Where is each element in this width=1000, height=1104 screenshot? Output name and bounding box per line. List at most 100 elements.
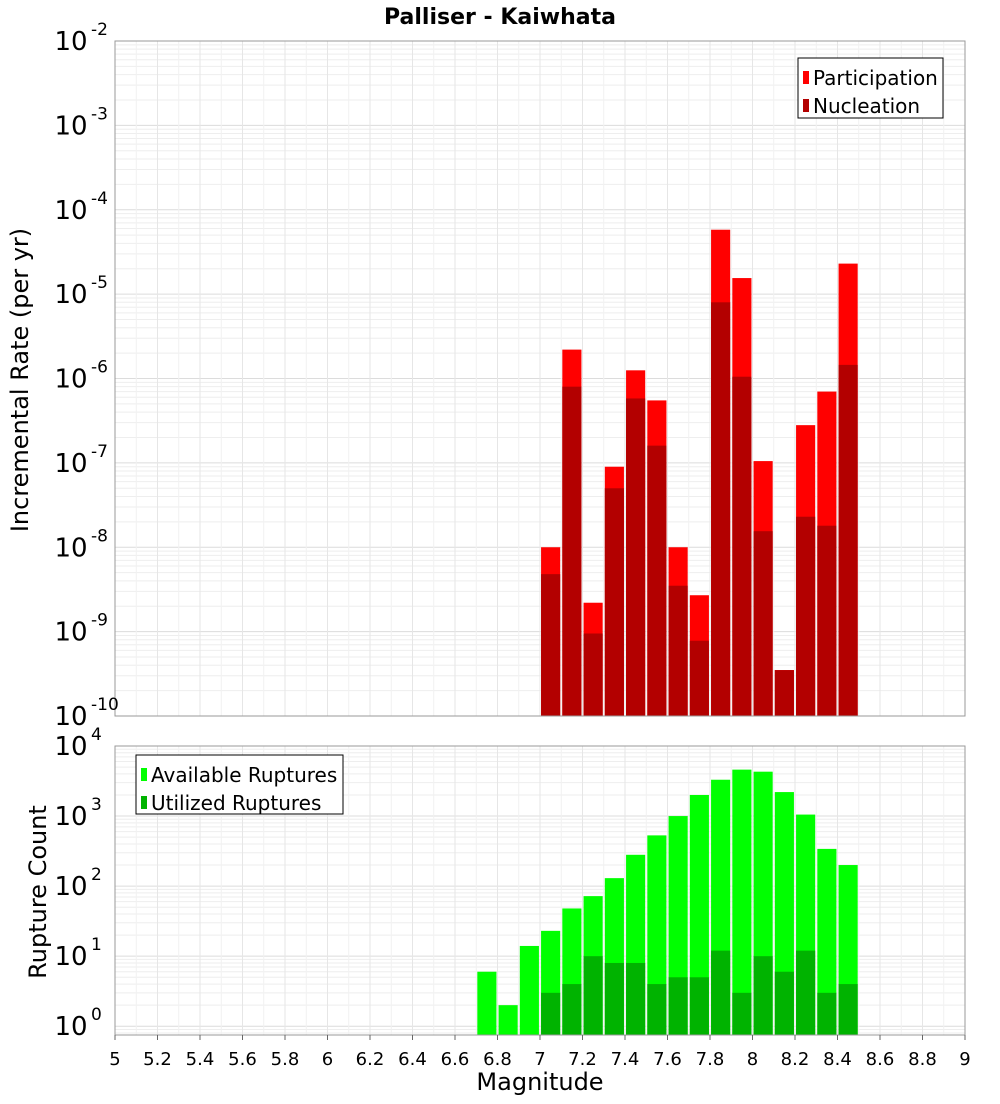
y-tick-exponent: -7: [91, 442, 108, 462]
x-tick-label: 5.4: [186, 1049, 215, 1070]
bar: [774, 670, 794, 716]
x-tick-label: 6.4: [398, 1049, 427, 1070]
x-tick-label: 6.8: [483, 1049, 512, 1070]
y-tick-label: 10: [54, 111, 87, 141]
x-tick-label: 8.4: [823, 1049, 852, 1070]
bar: [604, 962, 624, 1035]
x-tick-label: 8.2: [781, 1049, 810, 1070]
bar: [626, 962, 646, 1035]
x-tick-label: 7.6: [653, 1049, 682, 1070]
y-tick-label: 10: [54, 196, 87, 226]
y-tick-label: 10: [54, 27, 87, 57]
x-tick-label: 7.4: [611, 1049, 640, 1070]
legend-label: Nucleation: [813, 94, 920, 118]
x-tick-label: 6.6: [441, 1049, 470, 1070]
bar: [838, 984, 858, 1035]
plot-frame: [114, 40, 966, 717]
y-tick-label: 10: [54, 618, 87, 648]
series-nucleation: [541, 302, 858, 716]
legend-swatch: [141, 768, 147, 781]
y-tick-label: 10: [54, 449, 87, 479]
bar: [541, 574, 561, 716]
y-tick-label: 10: [54, 702, 87, 732]
chart-title: Palliser - Kaiwhata: [384, 5, 616, 30]
bottom-panel-rupture-count: 10 010 110 210 310 45 5.2 5.4 5.6 5.8 6 6.2 6.4 6.6 6.…: [54, 725, 970, 1070]
y-tick-exponent: 4: [91, 725, 102, 745]
legend-box: [797, 57, 944, 119]
x-tick-label: 9: [959, 1049, 970, 1070]
x-tick-label: 5: [109, 1049, 120, 1070]
bottom-y-axis-label: Rupture Count: [24, 805, 52, 979]
y-tick-exponent: -3: [91, 104, 108, 124]
x-tick-label: 5.8: [271, 1049, 300, 1070]
bar: [817, 992, 837, 1035]
y-tick-exponent: -9: [91, 611, 108, 631]
bar: [498, 1005, 518, 1035]
y-tick-exponent: -4: [91, 189, 108, 209]
bar: [838, 364, 858, 716]
bar: [732, 376, 752, 716]
grid: [114, 41, 966, 717]
bar: [689, 977, 709, 1035]
y-tick-exponent: -2: [91, 20, 108, 40]
x-tick-label: 6.2: [356, 1049, 385, 1070]
y-tick-label: 10: [54, 802, 87, 832]
y-tick-label: 10: [54, 280, 87, 310]
y-tick-exponent: 3: [91, 795, 102, 815]
bar: [817, 525, 837, 716]
bar: [477, 971, 497, 1035]
bar: [541, 992, 561, 1035]
bar: [583, 956, 603, 1035]
bar: [604, 488, 624, 716]
x-axis-label: Magnitude: [476, 1068, 603, 1096]
y-tick-label: 10: [54, 732, 87, 762]
bar: [732, 769, 752, 1035]
x-tick-label: 8.8: [908, 1049, 937, 1070]
bar: [711, 950, 731, 1035]
bar: [796, 516, 816, 716]
bar: [562, 386, 582, 716]
y-tick-label: 10: [54, 533, 87, 563]
y-tick-exponent: 2: [91, 865, 102, 885]
y-tick-label: 10: [54, 365, 87, 395]
bar: [626, 398, 646, 716]
bar: [519, 945, 539, 1035]
bar: [774, 971, 794, 1035]
y-tick-exponent: -8: [91, 526, 108, 546]
bar: [689, 640, 709, 716]
y-tick-label: 10: [54, 872, 87, 902]
x-tick-label: 7.2: [568, 1049, 597, 1070]
legend: Participation Nucleation: [797, 57, 944, 119]
bar: [689, 794, 709, 1035]
bar: [796, 950, 816, 1035]
x-tick-label: 8: [747, 1049, 758, 1070]
y-tick-exponent: 1: [91, 935, 102, 955]
bar: [753, 531, 773, 716]
bar: [668, 585, 688, 716]
legend-swatch: [141, 796, 147, 809]
top-y-axis-label: Incremental Rate (per yr): [6, 228, 34, 532]
legend-swatch: [803, 99, 809, 112]
x-tick-label: 8.6: [866, 1049, 895, 1070]
x-tick-label: 5.6: [228, 1049, 257, 1070]
bar: [753, 956, 773, 1035]
x-tick-label: 6: [322, 1049, 333, 1070]
y-tick-label: 10: [54, 942, 87, 972]
x-tick-label: 7.8: [696, 1049, 725, 1070]
bar: [732, 992, 752, 1035]
y-tick-exponent: 0: [91, 1005, 102, 1025]
legend-swatch: [803, 71, 809, 84]
x-tick-label: 7: [534, 1049, 545, 1070]
bar: [562, 984, 582, 1035]
bar: [583, 633, 603, 716]
bar: [647, 984, 667, 1035]
y-tick-exponent: -10: [91, 695, 119, 715]
x-tick-label: 5.2: [143, 1049, 172, 1070]
bar: [817, 848, 837, 1035]
bar: [668, 977, 688, 1035]
legend-label: Available Ruptures: [151, 763, 337, 787]
y-tick-label: 10: [54, 1012, 87, 1042]
